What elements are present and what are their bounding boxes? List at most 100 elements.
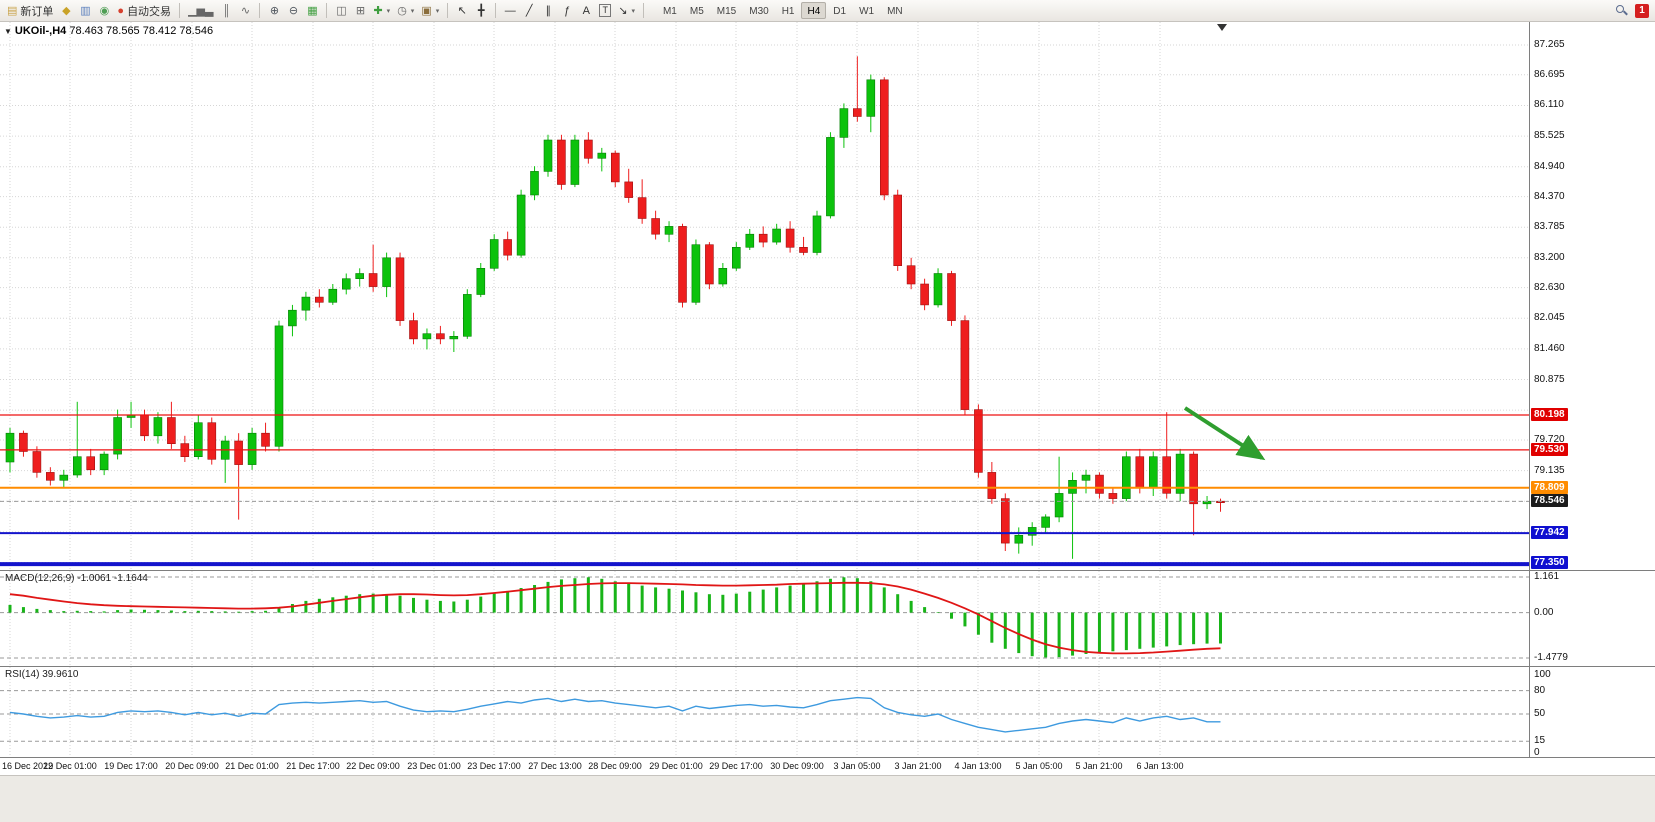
- chart-template-icon: ▣: [421, 4, 432, 17]
- candlestick-canvas[interactable]: [0, 22, 1529, 570]
- candle: [718, 268, 728, 285]
- price-tick: 82.045: [1534, 312, 1565, 323]
- one-click-collapse-icon[interactable]: ▼: [4, 27, 12, 36]
- price-level-badge: 78.546: [1531, 494, 1568, 507]
- navigator-icon: ◉: [99, 4, 110, 17]
- timeframe-h4[interactable]: H4: [801, 2, 827, 19]
- chevron-down-icon[interactable]: ▾: [386, 7, 391, 15]
- time-tick: 4 Jan 13:00: [954, 761, 1002, 771]
- candle: [314, 296, 324, 303]
- horizontal-line-tool-icon: —: [504, 4, 516, 17]
- time-tick: 29 Dec 17:00: [709, 761, 763, 771]
- add-indicator-icon[interactable]: ✚ ▾: [370, 2, 393, 20]
- candlestick-chart-type-icon[interactable]: ║: [217, 2, 235, 20]
- navigator-icon[interactable]: ◉: [95, 2, 113, 20]
- candle: [597, 152, 607, 159]
- trendline-tool-icon[interactable]: ╱: [520, 2, 538, 20]
- line-chart-type-icon: ∿: [240, 4, 251, 17]
- timeframe-m15[interactable]: M15: [716, 6, 737, 17]
- tile-windows-icon: ◫: [336, 4, 347, 17]
- rsi-value: 39.9610: [42, 669, 79, 680]
- candle: [1135, 456, 1145, 489]
- candle: [368, 273, 378, 287]
- candle: [812, 215, 822, 253]
- channel-tool-icon[interactable]: ∥: [539, 2, 557, 20]
- timeframe-m5[interactable]: M5: [689, 6, 704, 17]
- horizontal-line-tool-icon[interactable]: —: [501, 2, 519, 20]
- zoom-out-icon[interactable]: ⊖: [284, 2, 302, 20]
- price-tick: 80.875: [1534, 374, 1565, 385]
- timeframe-h1[interactable]: H1: [781, 6, 795, 17]
- new-order-button[interactable]: ▤ 新订单: [4, 2, 56, 20]
- market-watch-icon[interactable]: ▥: [76, 2, 94, 20]
- timeframe-buttons: M1 M5 M15 M30 H1 H4 D1 W1 MN: [657, 2, 909, 19]
- candle: [45, 472, 55, 481]
- timeframe-m30[interactable]: M30: [749, 6, 769, 17]
- chevron-down-icon[interactable]: ▾: [435, 7, 440, 15]
- zoom-in-icon[interactable]: ⊕: [265, 2, 283, 20]
- search-icon[interactable]: [1615, 4, 1629, 18]
- candle: [530, 171, 539, 196]
- candle: [194, 422, 203, 458]
- indicator-list-icon[interactable]: ◆: [57, 2, 75, 20]
- fibonacci-tool-icon[interactable]: ƒ: [558, 2, 576, 20]
- candle: [86, 456, 95, 471]
- rsi-axis[interactable]: 100 80 50 15 0: [1530, 667, 1655, 757]
- candle: [987, 472, 997, 499]
- candle: [1014, 534, 1024, 544]
- rsi-canvas[interactable]: [0, 667, 1529, 757]
- price-level-badge: 78.809: [1531, 481, 1568, 494]
- price-axis[interactable]: 87.265 86.695 86.110 85.525 84.940 84.370 83.7…: [1530, 22, 1655, 570]
- time-axis-row: 16 Dec 2022 19 Dec 01:00 19 Dec 17:00 20 De…: [0, 757, 1655, 775]
- timeframe-mn[interactable]: MN: [887, 6, 903, 17]
- chevron-down-icon[interactable]: ▾: [631, 7, 635, 15]
- macd-panel[interactable]: MACD(12,26,9) -1.0061 -1.1644: [0, 571, 1530, 666]
- candle: [1081, 474, 1091, 481]
- price-tick: 86.695: [1534, 69, 1565, 80]
- macd-axis[interactable]: 1.161 0.00 -1.4779: [1530, 571, 1655, 666]
- notification-badge[interactable]: 1: [1635, 3, 1649, 18]
- candle: [449, 335, 459, 340]
- price-tick: 84.940: [1534, 161, 1565, 172]
- text-tool-icon[interactable]: A: [577, 2, 595, 20]
- crosshair-tool-icon[interactable]: ╋: [472, 2, 490, 20]
- cursor-tool-icon[interactable]: ↖: [453, 2, 471, 20]
- time-tick: 30 Dec 09:00: [770, 761, 824, 771]
- candle: [73, 456, 82, 476]
- bar-chart-type-icon[interactable]: ▁▅▃: [185, 2, 216, 20]
- rsi-tick: 50: [1534, 708, 1546, 719]
- chart-template-icon[interactable]: ▣ ▾: [418, 2, 442, 20]
- arrows-tool-icon[interactable]: ↘ ▾: [615, 2, 638, 20]
- price-tick: 79.135: [1534, 465, 1565, 476]
- candle: [422, 333, 432, 340]
- candle: [879, 79, 889, 196]
- time-tick: 5 Jan 21:00: [1075, 761, 1123, 771]
- tile-windows-icon[interactable]: ◫: [332, 2, 350, 20]
- candle: [1122, 456, 1131, 499]
- time-tick: 16 Dec 2022: [2, 761, 54, 771]
- candle: [1175, 453, 1185, 494]
- timeframe-w1[interactable]: W1: [859, 6, 875, 17]
- candle: [745, 233, 755, 248]
- line-chart-type-icon[interactable]: ∿: [236, 2, 254, 20]
- candle: [852, 108, 862, 117]
- main-chart[interactable]: ▼ UKOil-,H4 78.463 78.565 78.412 78.546: [0, 22, 1530, 570]
- macd-row: MACD(12,26,9) -1.0061 -1.1644 1.161 0.00 -…: [0, 570, 1655, 666]
- price-tick: 79.720: [1534, 434, 1565, 445]
- rsi-panel[interactable]: RSI(14) 39.9610: [0, 667, 1530, 757]
- toolbar-separator: [447, 3, 449, 18]
- cascade-windows-icon[interactable]: ⊞: [351, 2, 369, 20]
- cascade-windows-icon: ⊞: [355, 4, 366, 17]
- rsi-tick: 80: [1534, 685, 1546, 696]
- autotrading-button[interactable]: ● 自动交易: [114, 2, 174, 20]
- period-clock-icon[interactable]: ◷ ▾: [394, 2, 417, 20]
- grid-toggle-icon[interactable]: ▦: [303, 2, 321, 20]
- macd-canvas[interactable]: [0, 571, 1529, 666]
- timeframe-d1[interactable]: D1: [833, 6, 847, 17]
- time-axis[interactable]: 16 Dec 2022 19 Dec 01:00 19 Dec 17:00 20 De…: [0, 758, 1530, 775]
- time-tick: 6 Jan 13:00: [1136, 761, 1184, 771]
- chevron-down-icon[interactable]: ▾: [410, 7, 415, 15]
- text-label-tool-icon[interactable]: T: [596, 2, 614, 20]
- timeframe-m1[interactable]: M1: [662, 6, 677, 17]
